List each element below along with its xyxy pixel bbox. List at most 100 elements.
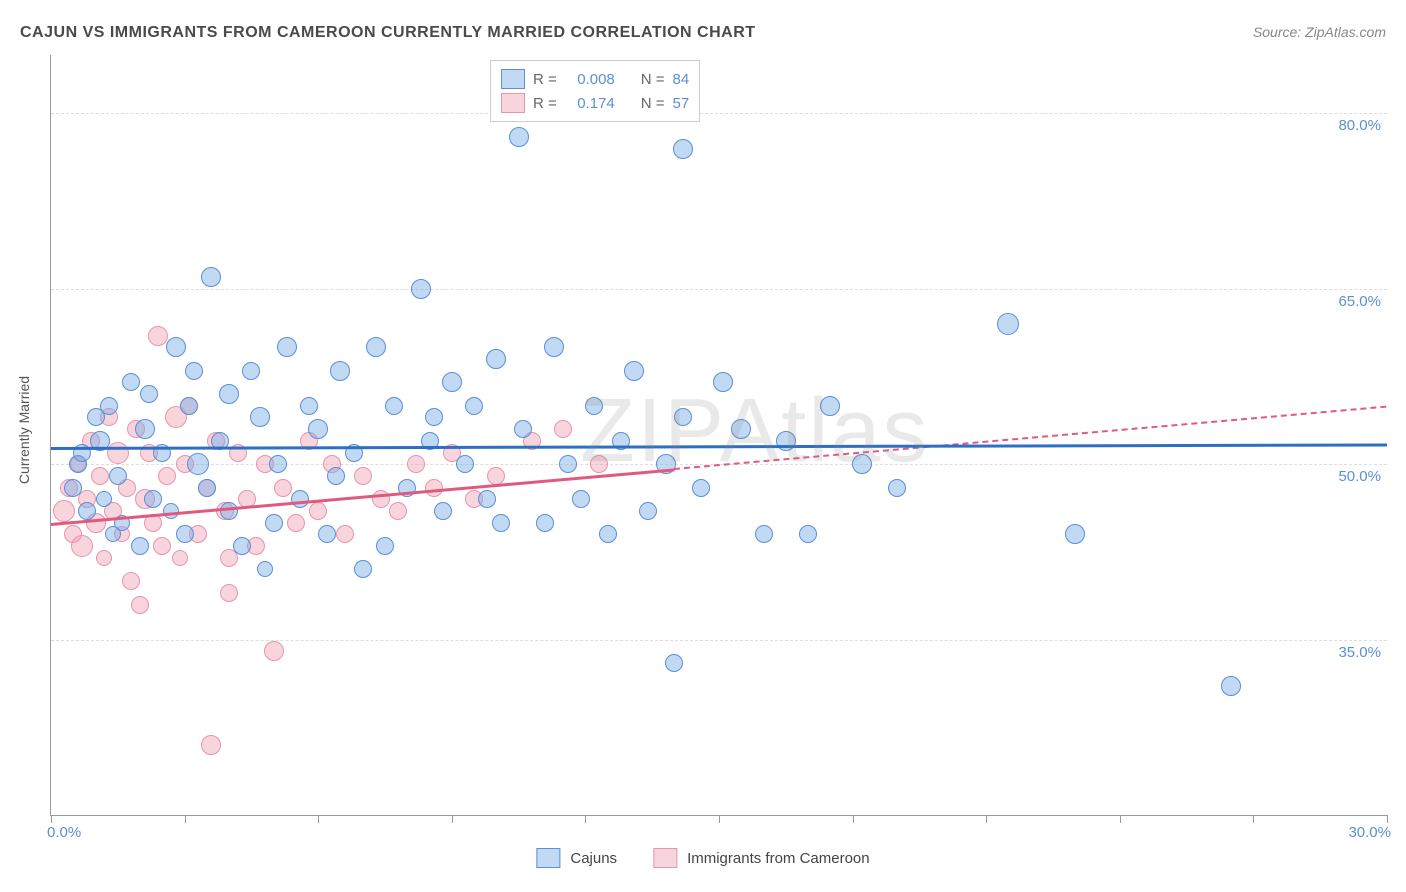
blue-point — [269, 455, 287, 473]
blue-point — [639, 502, 657, 520]
blue-point — [486, 349, 506, 369]
blue-point — [166, 337, 186, 357]
pink-point — [274, 479, 292, 497]
pink-point — [590, 455, 608, 473]
pink-point — [201, 735, 221, 755]
n-value-blue: 84 — [673, 71, 690, 88]
n-value-pink: 57 — [673, 95, 690, 112]
pink-point — [287, 514, 305, 532]
blue-point — [64, 479, 82, 497]
blue-point — [1221, 676, 1241, 696]
blue-point — [354, 560, 372, 578]
blue-point — [544, 337, 564, 357]
x-tick — [853, 815, 854, 823]
pink-point — [158, 467, 176, 485]
pink-point — [354, 467, 372, 485]
blue-point — [559, 455, 577, 473]
blue-point — [180, 397, 198, 415]
pink-point — [487, 467, 505, 485]
blue-point — [434, 502, 452, 520]
x-tick-label-min: 0.0% — [47, 824, 81, 841]
pink-point — [71, 535, 93, 557]
blue-point — [888, 479, 906, 497]
x-tick — [719, 815, 720, 823]
gridline-h — [51, 289, 1387, 290]
blue-point — [78, 502, 96, 520]
pink-point — [554, 420, 572, 438]
y-axis-label: Currently Married — [16, 376, 32, 484]
blue-point — [140, 385, 158, 403]
chart-title: CAJUN VS IMMIGRANTS FROM CAMEROON CURREN… — [20, 24, 756, 42]
blue-point — [220, 502, 238, 520]
pink-point — [172, 550, 188, 566]
legend-stats-row-pink: R = 0.174 N = 57 — [501, 91, 689, 115]
blue-point — [219, 384, 239, 404]
x-tick — [318, 815, 319, 823]
blue-point — [265, 514, 283, 532]
blue-point — [852, 454, 872, 474]
swatch-pink — [501, 93, 525, 113]
blue-point — [799, 525, 817, 543]
pink-point — [264, 641, 284, 661]
blue-point — [131, 537, 149, 555]
blue-point — [201, 267, 221, 287]
blue-point — [242, 362, 260, 380]
blue-point — [442, 372, 462, 392]
blue-point — [692, 479, 710, 497]
blue-point — [599, 525, 617, 543]
x-tick — [185, 815, 186, 823]
pink-point — [53, 500, 75, 522]
blue-point — [509, 127, 529, 147]
swatch-blue — [501, 69, 525, 89]
blue-point — [144, 490, 162, 508]
blue-point — [109, 467, 127, 485]
n-label-blue: N = — [641, 71, 665, 88]
pink-point — [309, 502, 327, 520]
blue-point — [250, 407, 270, 427]
blue-point — [492, 514, 510, 532]
plot-area: 35.0%50.0%65.0%80.0%0.0%30.0% — [50, 55, 1387, 816]
blue-trend-solid — [51, 443, 1387, 450]
blue-point — [327, 467, 345, 485]
blue-point — [997, 313, 1019, 335]
blue-point — [257, 561, 273, 577]
blue-point — [105, 526, 121, 542]
blue-point — [624, 361, 644, 381]
blue-point — [673, 139, 693, 159]
blue-point — [713, 372, 733, 392]
r-label-pink: R = — [533, 95, 557, 112]
blue-point — [300, 397, 318, 415]
blue-point — [572, 490, 590, 508]
blue-point — [176, 525, 194, 543]
blue-point — [187, 453, 209, 475]
legend-series: Cajuns Immigrants from Cameroon — [536, 848, 869, 868]
pink-point — [389, 502, 407, 520]
blue-point — [1065, 524, 1085, 544]
blue-point — [122, 373, 140, 391]
legend-label-pink: Immigrants from Cameroon — [687, 850, 870, 867]
pink-point — [407, 455, 425, 473]
blue-point — [514, 420, 532, 438]
blue-point — [536, 514, 554, 532]
r-value-pink: 0.174 — [565, 95, 615, 112]
x-tick — [986, 815, 987, 823]
blue-point — [674, 408, 692, 426]
y-tick-label: 50.0% — [1338, 468, 1381, 485]
x-tick — [1253, 815, 1254, 823]
blue-point — [425, 408, 443, 426]
pink-point — [336, 525, 354, 543]
pink-point — [107, 442, 129, 464]
blue-point — [585, 397, 603, 415]
pink-point — [91, 467, 109, 485]
blue-point — [198, 479, 216, 497]
blue-point — [366, 337, 386, 357]
blue-point — [96, 491, 112, 507]
swatch-blue-bot — [536, 848, 560, 868]
blue-point — [233, 537, 251, 555]
gridline-h — [51, 113, 1387, 114]
x-tick — [1387, 815, 1388, 823]
pink-point — [153, 537, 171, 555]
blue-point — [185, 362, 203, 380]
blue-point — [665, 654, 683, 672]
blue-point — [820, 396, 840, 416]
